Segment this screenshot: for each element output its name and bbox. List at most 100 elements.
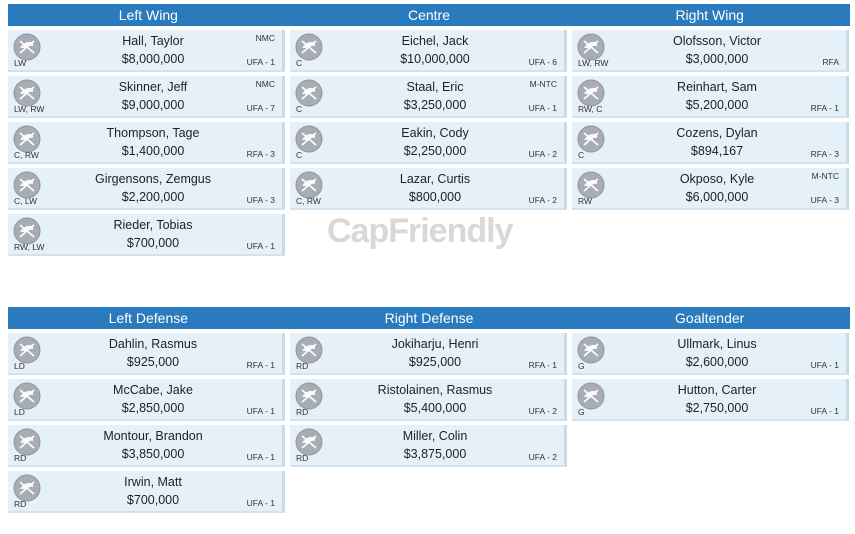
player-cap-hit: $2,200,000 <box>121 190 185 204</box>
player-name[interactable]: Eakin, Cody <box>401 126 469 140</box>
player-card[interactable]: C Cozens, Dylan $894,167 RFA - 3 <box>572 122 849 164</box>
player-position: RW, C <box>578 104 603 114</box>
player-position: RW, LW <box>14 242 45 252</box>
player-name[interactable]: Girgensons, Zemgus <box>94 172 212 186</box>
left-wing-column: LW Hall, Taylor $8,000,000 NMC UFA - 1 LW, RW… <box>8 30 285 256</box>
player-card[interactable]: RD Montour, Brandon $3,850,000 UFA - 1 <box>8 425 285 467</box>
player-name[interactable]: Lazar, Curtis <box>399 172 471 186</box>
player-name[interactable]: Hutton, Carter <box>677 383 757 397</box>
sabres-logo-icon <box>295 336 323 364</box>
capfriendly-watermark-logo: CapFriendly <box>327 212 537 260</box>
sabres-logo-icon <box>295 428 323 456</box>
player-card[interactable]: C Staal, Eric $3,250,000 M-NTC UFA - 1 <box>290 76 567 118</box>
player-name[interactable]: Rieder, Tobias <box>113 218 193 232</box>
player-position: LD <box>14 407 25 417</box>
player-card[interactable]: RD Jokiharju, Henri $925,000 RFA - 1 <box>290 333 567 375</box>
player-name[interactable]: Cozens, Dylan <box>676 126 758 140</box>
player-card[interactable]: LD McCabe, Jake $2,850,000 UFA - 1 <box>8 379 285 421</box>
left-defense-column: LD Dahlin, Rasmus $925,000 RFA - 1 LD McCabe,… <box>8 333 285 513</box>
sabres-logo-icon <box>13 33 41 61</box>
player-position: C <box>296 150 303 160</box>
player-card[interactable]: C, LW Girgensons, Zemgus $2,200,000 UFA - 3 <box>8 168 285 210</box>
player-card[interactable]: G Ullmark, Linus $2,600,000 UFA - 1 <box>572 333 849 375</box>
player-name[interactable]: Skinner, Jeff <box>118 80 188 94</box>
player-name[interactable]: McCabe, Jake <box>113 383 193 397</box>
player-contract-status: RFA - 1 <box>528 360 557 370</box>
player-contract-status: UFA - 1 <box>810 406 839 416</box>
player-card[interactable]: C, RW Thompson, Tage $1,400,000 RFA - 3 <box>8 122 285 164</box>
player-cap-hit: $8,000,000 <box>121 52 185 66</box>
player-contract-status: UFA - 2 <box>528 406 557 416</box>
player-cap-hit: $2,850,000 <box>121 401 185 415</box>
sabres-logo-icon <box>13 171 41 199</box>
player-card[interactable]: C Eichel, Jack $10,000,000 UFA - 6 <box>290 30 567 72</box>
player-position: RD <box>296 361 309 371</box>
player-card[interactable]: LD Dahlin, Rasmus $925,000 RFA - 1 <box>8 333 285 375</box>
player-position: RW <box>578 196 593 206</box>
player-contract-status: UFA - 6 <box>528 57 557 67</box>
player-position: C <box>296 58 303 68</box>
player-position: C <box>578 150 585 160</box>
player-cap-hit: $925,000 <box>408 355 462 369</box>
player-name[interactable]: Olofsson, Victor <box>672 34 761 48</box>
player-card[interactable]: C, RW Lazar, Curtis $800,000 UFA - 2 <box>290 168 567 210</box>
header-centre: Centre <box>407 7 451 23</box>
sabres-logo-icon <box>13 217 41 245</box>
sabres-logo-icon <box>13 125 41 153</box>
right-defense-column: RD Jokiharju, Henri $925,000 RFA - 1 RD Risto… <box>290 333 567 513</box>
sabres-logo-icon <box>295 33 323 61</box>
player-card[interactable]: RW, LW Rieder, Tobias $700,000 UFA - 1 <box>8 214 285 256</box>
player-contract-status: UFA - 3 <box>246 195 275 205</box>
player-name[interactable]: Okposo, Kyle <box>679 172 755 186</box>
player-cap-hit: $894,167 <box>690 144 744 158</box>
player-card[interactable]: RD Irwin, Matt $700,000 UFA - 1 <box>8 471 285 513</box>
player-cap-hit: $9,000,000 <box>121 98 185 112</box>
player-contract-status: UFA - 2 <box>528 452 557 462</box>
player-name[interactable]: Dahlin, Rasmus <box>108 337 198 351</box>
player-card[interactable]: RD Ristolainen, Rasmus $5,400,000 UFA - 2 <box>290 379 567 421</box>
player-position: C, RW <box>296 196 321 206</box>
player-clause-badge: M-NTC <box>529 79 557 89</box>
sabres-logo-icon <box>577 336 605 364</box>
player-name[interactable]: Thompson, Tage <box>106 126 200 140</box>
sabres-logo-icon <box>295 171 323 199</box>
player-card[interactable]: RW Okposo, Kyle $6,000,000 M-NTC UFA - 3 <box>572 168 849 210</box>
player-card[interactable]: LW Hall, Taylor $8,000,000 NMC UFA - 1 <box>8 30 285 72</box>
sabres-logo-icon <box>577 79 605 107</box>
player-name[interactable]: Montour, Brandon <box>103 429 203 443</box>
player-card[interactable]: RW, C Reinhart, Sam $5,200,000 RFA - 1 <box>572 76 849 118</box>
sabres-logo-icon <box>577 125 605 153</box>
player-position: C, RW <box>14 150 39 160</box>
player-contract-status: UFA - 1 <box>246 57 275 67</box>
player-cap-hit: $700,000 <box>126 493 180 507</box>
player-name[interactable]: Irwin, Matt <box>124 475 182 489</box>
player-name[interactable]: Miller, Colin <box>402 429 468 443</box>
player-name[interactable]: Ristolainen, Rasmus <box>377 383 493 397</box>
player-card[interactable]: G Hutton, Carter $2,750,000 UFA - 1 <box>572 379 849 421</box>
player-contract-status: UFA - 1 <box>528 103 557 113</box>
player-cap-hit: $3,250,000 <box>403 98 467 112</box>
player-cap-hit: $2,750,000 <box>685 401 749 415</box>
sabres-logo-icon <box>295 382 323 410</box>
player-contract-status: RFA - 3 <box>810 149 839 159</box>
player-name[interactable]: Jokiharju, Henri <box>391 337 479 351</box>
player-cap-hit: $3,875,000 <box>403 447 467 461</box>
player-card[interactable]: RD Miller, Colin $3,875,000 UFA - 2 <box>290 425 567 467</box>
player-contract-status: UFA - 1 <box>810 360 839 370</box>
player-position: C, LW <box>14 196 37 206</box>
player-card[interactable]: C Eakin, Cody $2,250,000 UFA - 2 <box>290 122 567 164</box>
sabres-logo-icon <box>577 171 605 199</box>
player-card[interactable]: LW, RW Olofsson, Victor $3,000,000 RFA <box>572 30 849 72</box>
player-cap-hit: $5,200,000 <box>685 98 749 112</box>
player-name[interactable]: Hall, Taylor <box>122 34 184 48</box>
player-name[interactable]: Eichel, Jack <box>401 34 469 48</box>
player-name[interactable]: Ullmark, Linus <box>677 337 757 351</box>
player-name[interactable]: Reinhart, Sam <box>677 80 757 94</box>
player-cap-hit: $2,600,000 <box>685 355 749 369</box>
sabres-logo-icon <box>13 79 41 107</box>
sabres-logo-icon <box>13 382 41 410</box>
player-position: LW, RW <box>14 104 45 114</box>
header-right-wing: Right Wing <box>675 7 744 23</box>
player-name[interactable]: Staal, Eric <box>406 80 464 94</box>
player-card[interactable]: LW, RW Skinner, Jeff $9,000,000 NMC UFA - 7 <box>8 76 285 118</box>
